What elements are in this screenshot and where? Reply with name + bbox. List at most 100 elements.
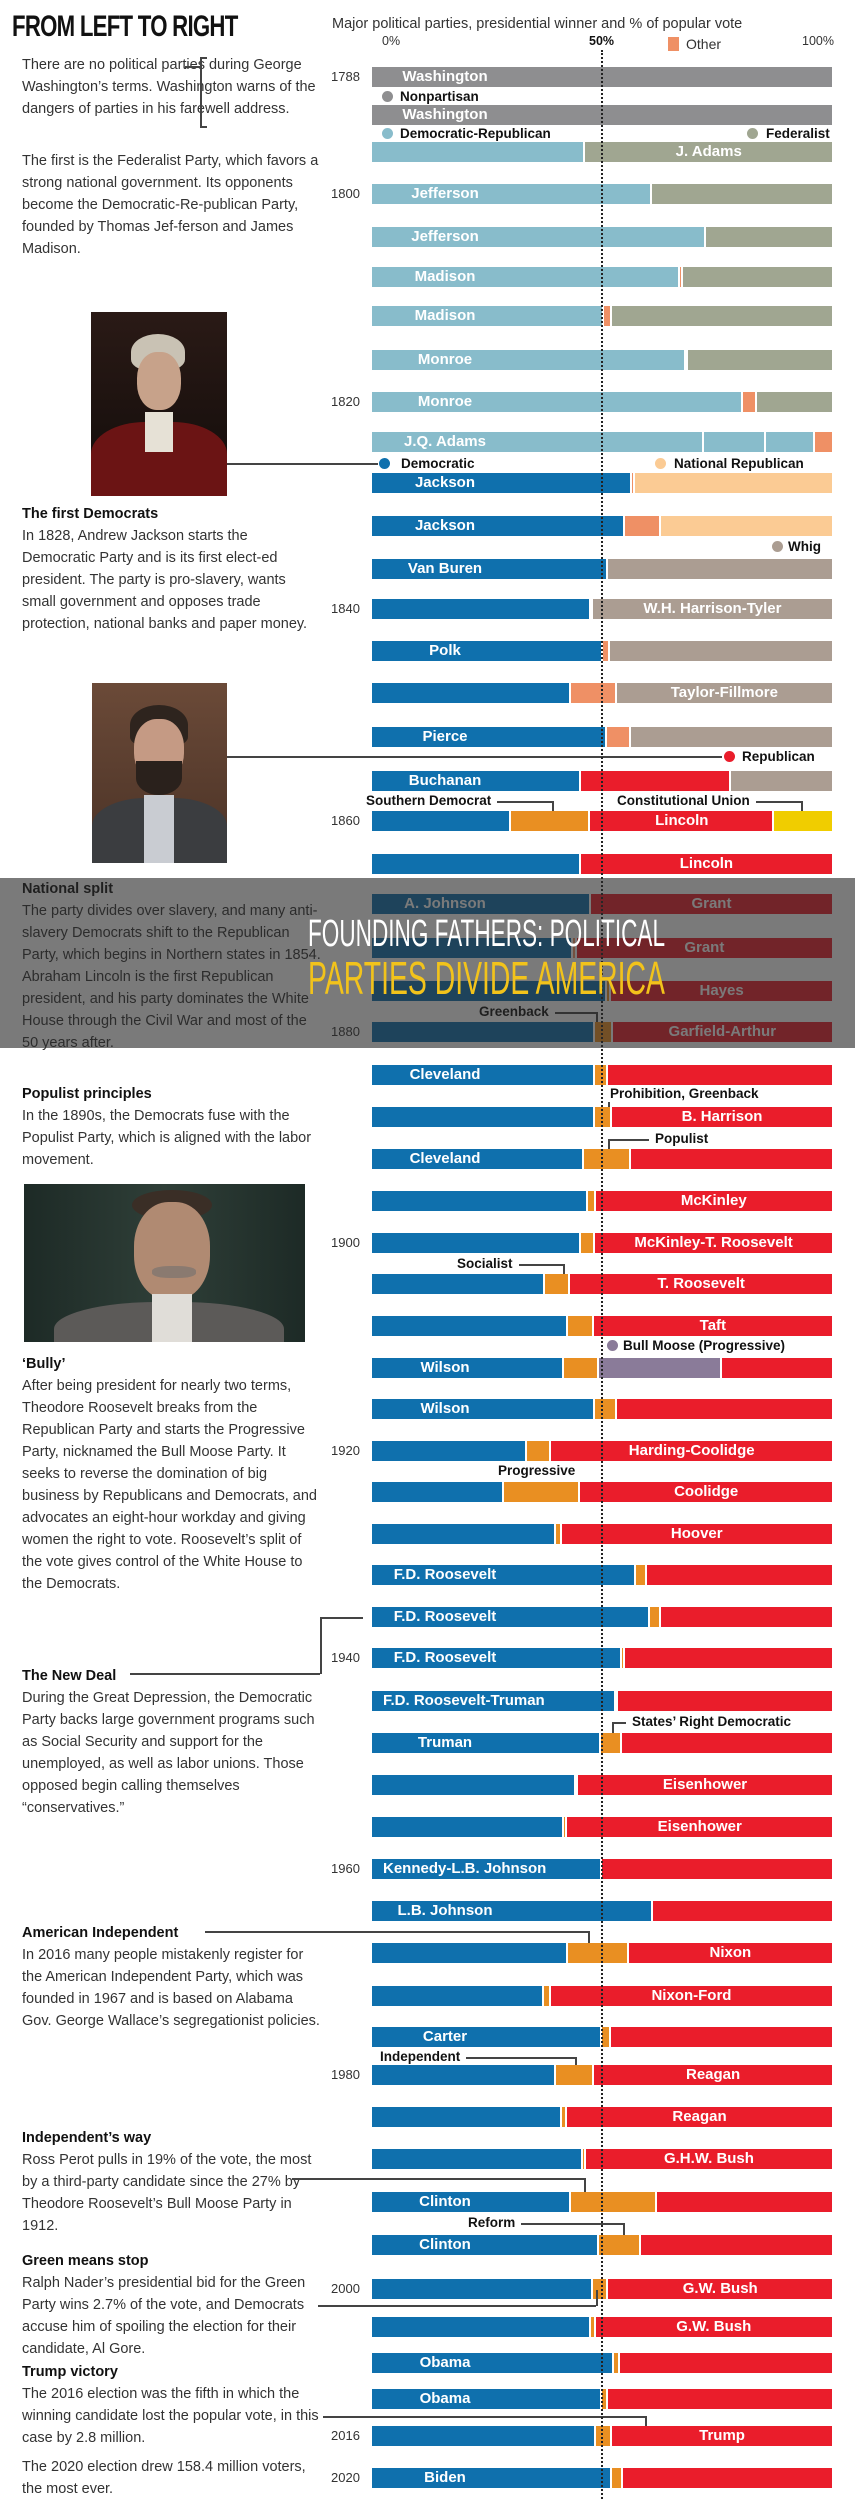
bar-segment-DR — [703, 432, 766, 452]
election-bar-1856 — [372, 771, 832, 791]
bar-segment-T — [544, 1986, 551, 2006]
year-label: 2016 — [331, 2428, 360, 2443]
winner-label: Obama — [419, 2354, 471, 2371]
bar-segment-T — [564, 1358, 599, 1378]
winner-label: Washington — [402, 106, 488, 123]
bar-segment-O — [625, 516, 661, 536]
winner-label: McKinley — [680, 1192, 747, 1209]
bar-segment-D — [372, 2235, 600, 2255]
election-bar-1928 — [372, 1524, 832, 1544]
election-bar-1952 — [372, 1775, 832, 1795]
annotation-connector — [205, 1931, 588, 1933]
bar-segment-O — [603, 641, 611, 661]
election-bar-1996 — [372, 2235, 832, 2255]
bar-segment-T — [556, 2065, 595, 2085]
bar-segment-D — [372, 811, 512, 831]
election-bar-1832 — [372, 516, 832, 536]
sidebar-section: The first Democrats In 1828, Andrew Jacks… — [22, 503, 322, 635]
bar-segment-R — [612, 1107, 832, 1127]
bar-segment-DR — [372, 432, 704, 452]
election-bar-1940 — [372, 1648, 832, 1668]
bar-segment-R — [612, 2426, 832, 2446]
party-dot-icon — [382, 128, 393, 139]
bar-segment-DR — [372, 142, 586, 162]
election-bar-1976 — [372, 2027, 832, 2047]
year-label: 1960 — [331, 1861, 360, 1876]
winner-label: J. Adams — [675, 143, 742, 160]
bar-segment-R — [585, 2149, 832, 2169]
bar-segment-DR — [372, 392, 743, 412]
winner-label: Washington — [402, 68, 488, 85]
annotation-connector — [645, 2416, 647, 2426]
bar-segment-D — [372, 1943, 568, 1963]
bar-segment-D — [372, 1233, 581, 1253]
winner-label: G.W. Bush — [676, 2318, 752, 2335]
section-body: After being president for nearly two ter… — [22, 1378, 317, 1592]
tick-label-100: 100% — [802, 34, 834, 48]
bar-segment-DR — [372, 184, 652, 204]
election-bar-1824 — [372, 432, 832, 452]
party-label: Bull Moose (Progressive) — [623, 1338, 786, 1353]
winner-label: Taft — [699, 1317, 727, 1334]
connector-line — [612, 1722, 614, 1733]
election-bar-1808 — [372, 267, 832, 287]
party-label: Populist — [655, 1131, 709, 1146]
election-bar-1884 — [372, 1065, 832, 1085]
bar-segment-F — [705, 227, 832, 247]
section-body: In 2016 many people mistakenly register … — [22, 1947, 320, 2029]
bar-segment-T — [602, 2027, 611, 2047]
bar-segment-D — [372, 1901, 653, 1921]
connector-line — [466, 2057, 575, 2059]
bar-segment-O — [742, 392, 757, 412]
winner-label: Jefferson — [411, 185, 479, 202]
election-bar-2000 — [372, 2279, 832, 2299]
winner-label: Taylor-Fillmore — [670, 684, 778, 701]
bar-segment-F — [651, 184, 832, 204]
election-bar-1840 — [372, 599, 832, 619]
sidebar-section: Trump victory The 2016 election was the f… — [22, 2361, 322, 2449]
winner-label: F.D. Roosevelt-Truman — [383, 1692, 545, 1709]
connector-line — [563, 1264, 565, 1274]
bar-segment-F — [585, 142, 832, 162]
bar-segment-R — [608, 1065, 832, 1085]
annotation-connector — [130, 1673, 320, 1675]
connector-line — [518, 1264, 563, 1266]
election-bar-1924 — [372, 1482, 832, 1502]
winner-label: Madison — [414, 268, 476, 285]
bar-segment-O — [570, 683, 617, 703]
bar-segment-W — [730, 771, 832, 791]
election-bar-2016 — [372, 2426, 832, 2446]
winner-label: Jefferson — [411, 228, 479, 245]
bar-segment-F — [756, 392, 832, 412]
bar-segment-D — [372, 1817, 565, 1837]
election-bar-1920 — [372, 1441, 832, 1461]
bar-segment-D — [372, 771, 581, 791]
connector-line — [801, 801, 803, 811]
winner-label: Carter — [422, 2028, 468, 2045]
bar-segment-R — [567, 1817, 832, 1837]
annotation-connector — [320, 1617, 322, 1674]
sidebar-section: Populist principles In the 1890s, the Dem… — [22, 1083, 322, 1171]
winner-label: Eisenhower — [657, 1818, 742, 1835]
winner-label: Jackson — [414, 517, 476, 534]
winner-label: F.D. Roosevelt — [393, 1649, 497, 1666]
bar-segment-D — [372, 2192, 572, 2212]
bar-segment-SD — [511, 811, 591, 831]
winner-label: Wilson — [420, 1359, 470, 1376]
bar-segment-D — [372, 599, 591, 619]
bar-segment-D — [372, 2065, 556, 2085]
bar-segment-D — [372, 641, 604, 661]
bar-segment-D — [372, 2107, 563, 2127]
year-label: 2020 — [331, 2470, 360, 2485]
bar-segment-D — [372, 516, 625, 536]
bar-segment-T — [595, 1399, 618, 1419]
bar-segment-R — [610, 2027, 832, 2047]
election-bar-1936 — [372, 1607, 832, 1627]
bar-segment-R — [590, 811, 774, 831]
bar-segment-W — [592, 599, 832, 619]
election-bar-1796 — [372, 142, 832, 162]
bar-segment-O — [607, 727, 631, 747]
section-body: In the 1890s, the Democrats fuse with th… — [22, 1108, 312, 1168]
section-body: There are no political parties during Ge… — [22, 57, 316, 117]
sidebar-section: ‘Bully’ After being president for nearly … — [22, 1353, 322, 1595]
